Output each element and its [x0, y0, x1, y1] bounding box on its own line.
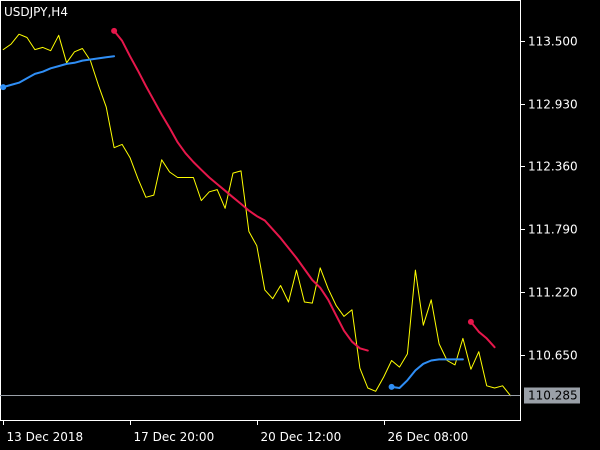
current-price-label: 110.285 [528, 389, 578, 403]
y-tick-label: 112.360 [528, 160, 578, 174]
y-tick-label: 113.500 [528, 35, 578, 49]
support-line [390, 358, 464, 389]
x-tick-label: 13 Dec 2018 [7, 430, 84, 444]
y-tick-label: 112.930 [528, 98, 578, 112]
support-start-dot [388, 383, 395, 390]
x-tick-label: 17 Dec 20:00 [134, 430, 215, 444]
x-tick-label: 20 Dec 12:00 [261, 430, 342, 444]
chart-title: USDJPY,H4 [4, 5, 68, 19]
plot-frame [0, 0, 521, 421]
x-tick-label: 26 Dec 08:00 [388, 430, 469, 444]
current-price-box [524, 387, 580, 404]
support-start-dot [0, 84, 7, 91]
resistance-line [469, 320, 496, 349]
y-axis: 113.500 112.930 112.360 111.790 111.220 110.6… [520, 35, 578, 363]
series-layer [0, 27, 511, 397]
x-axis: 13 Dec 2018 17 Dec 20:00 20 Dec 12:00 26 De… [3, 420, 469, 444]
y-tick-label: 111.220 [528, 286, 578, 300]
resistance-start-dot [467, 318, 474, 325]
y-tick-label: 111.790 [528, 223, 578, 237]
resistance-start-dot [111, 27, 118, 34]
resistance-line [113, 29, 369, 352]
close-line [2, 33, 511, 397]
y-tick-label: 110.650 [528, 349, 578, 363]
support-line [2, 55, 116, 89]
current-price-line: 110.285 [0, 387, 580, 404]
